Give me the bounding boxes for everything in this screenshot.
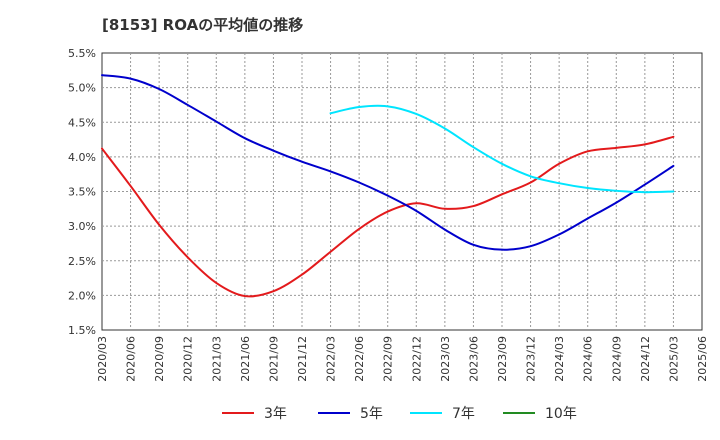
x-tick-label: 2024/03 <box>553 336 566 382</box>
y-tick-label: 2.0% <box>68 289 96 302</box>
x-tick-label: 2020/12 <box>182 336 195 382</box>
x-tick-label: 2024/12 <box>639 336 652 382</box>
x-tick-label: 2023/09 <box>496 336 509 382</box>
x-tick-label: 2022/06 <box>353 336 366 382</box>
y-tick-label: 5.0% <box>68 82 96 95</box>
y-tick-label: 3.0% <box>68 220 96 233</box>
x-tick-label: 2024/09 <box>610 336 623 382</box>
x-tick-label: 2023/12 <box>525 336 538 382</box>
x-tick-label: 2022/09 <box>382 336 395 382</box>
x-tick-label: 2021/12 <box>296 336 309 382</box>
x-tick-label: 2024/06 <box>582 336 595 382</box>
y-tick-label: 1.5% <box>68 324 96 337</box>
chart-title: [8153] ROAの平均値の推移 <box>102 16 304 34</box>
x-tick-label: 2021/03 <box>210 336 223 382</box>
legend-label: 7年 <box>452 406 475 422</box>
x-tick-label: 2021/09 <box>267 336 280 382</box>
x-tick-label: 2020/03 <box>96 336 109 382</box>
x-tick-label: 2020/09 <box>153 336 166 382</box>
series-line-1 <box>101 135 675 298</box>
x-tick-label: 2025/06 <box>696 336 709 382</box>
y-tick-label: 3.5% <box>68 186 96 199</box>
legend-label: 10年 <box>545 406 577 422</box>
x-tick-label: 2023/03 <box>439 336 452 382</box>
x-tick-label: 2020/06 <box>125 336 138 382</box>
y-tick-label: 4.5% <box>68 116 96 129</box>
x-tick-label: 2023/06 <box>467 336 480 382</box>
y-tick-label: 2.5% <box>68 255 96 268</box>
legend-label: 5年 <box>360 406 383 422</box>
x-tick-label: 2022/12 <box>410 336 423 382</box>
legend-label: 3年 <box>264 406 287 422</box>
series-line-3 <box>329 104 675 194</box>
series-line-2 <box>101 74 675 251</box>
y-tick-label: 5.5% <box>68 47 96 60</box>
y-tick-label: 4.0% <box>68 151 96 164</box>
x-tick-label: 2021/06 <box>239 336 252 382</box>
x-tick-label: 2022/03 <box>325 336 338 382</box>
x-tick-label: 2025/03 <box>667 336 680 382</box>
